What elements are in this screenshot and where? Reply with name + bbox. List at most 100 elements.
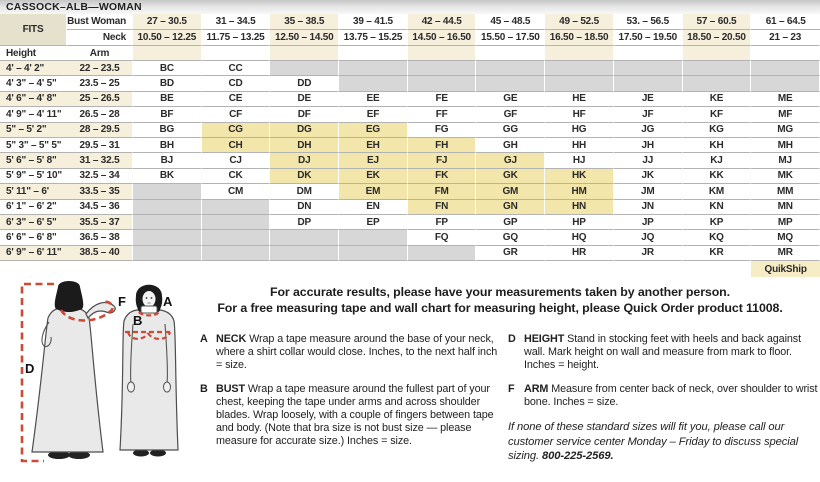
bust-range-header: 45 – 48.5	[476, 14, 546, 30]
size-code-cell: ME	[751, 91, 820, 108]
chart-title: CASSOCK–ALB—WOMAN	[0, 0, 820, 14]
size-code-cell: KN	[682, 199, 752, 215]
phone-number: 800-225-2569.	[542, 450, 614, 462]
note-text: If none of these standard sizes will fit…	[508, 421, 799, 462]
instruction-letter: B	[200, 383, 208, 395]
size-code-cell: MM	[751, 184, 820, 200]
intro-line-1: For accurate results, please have your m…	[270, 285, 730, 299]
instruction-text: Wrap a tape measure around the base of y…	[216, 333, 498, 371]
size-code-cell: MF	[751, 107, 820, 123]
header-spacer-cell	[682, 46, 752, 61]
arm-range-cell: 32.5 – 34	[67, 168, 133, 185]
neck-range-header: 13.75 – 15.25	[339, 30, 408, 46]
size-code-cell: EJ	[339, 153, 408, 169]
unavailable-cell	[407, 61, 477, 77]
instruction-letter: A	[200, 333, 208, 345]
intro-text: For accurate results, please have your m…	[185, 285, 815, 316]
size-code-cell: BD	[133, 76, 202, 92]
unavailable-cell	[201, 245, 271, 262]
size-code-cell: MG	[751, 122, 820, 138]
size-code-cell: CJ	[201, 153, 271, 169]
unavailable-cell	[476, 76, 546, 92]
size-code-cell: MQ	[751, 230, 820, 246]
unavailable-cell	[133, 199, 202, 215]
size-code-cell: MP	[751, 214, 820, 231]
size-code-cell: EK	[339, 168, 408, 185]
size-code-cell: DH	[270, 137, 340, 154]
size-code-cell: JG	[613, 122, 683, 138]
instruction-body: NECK Wrap a tape measure around the base…	[216, 333, 503, 372]
size-code-cell: GG	[476, 122, 546, 138]
sleeve-line	[164, 323, 168, 384]
bent-arm-line	[41, 321, 52, 347]
size-code-cell: HJ	[545, 153, 614, 169]
height-range-cell: 6' 9" – 6' 11"	[0, 245, 67, 262]
size-code-cell: GE	[476, 91, 546, 108]
size-code-cell: BH	[133, 137, 202, 154]
eye	[150, 297, 153, 299]
size-code-cell: JP	[613, 214, 683, 231]
size-code-cell: GQ	[476, 230, 546, 246]
figure-label-f: F	[118, 294, 126, 309]
height-range-cell: 5' 6" – 5' 8"	[0, 153, 67, 169]
unavailable-cell	[407, 245, 477, 262]
size-code-cell: HF	[545, 107, 614, 123]
height-column-label: Height	[0, 46, 67, 61]
unavailable-cell	[682, 61, 752, 77]
unavailable-cell	[201, 214, 271, 231]
instruction-letter: F	[508, 383, 515, 395]
bust-range-header: 42 – 44.5	[407, 14, 477, 30]
bust-range-header: 53. – 56.5	[613, 14, 683, 30]
size-code-cell: JQ	[613, 230, 683, 246]
size-code-cell: FM	[407, 184, 477, 200]
size-code-cell: MN	[751, 199, 820, 215]
size-code-cell: FG	[407, 122, 477, 138]
size-code-cell: KE	[682, 91, 752, 108]
height-range-cell: 4' 9" – 4' 11"	[0, 107, 67, 123]
special-sizing-note: If none of these standard sizes will fit…	[508, 420, 820, 464]
bust-measure-line	[125, 330, 173, 340]
figure-label-d: D	[25, 361, 34, 376]
height-range-cell: 5" 3" – 5" 5"	[0, 138, 67, 154]
size-table: FITS Bust Woman 27 – 30.5 31 – 34.5 35 – 38.…	[0, 14, 820, 278]
size-code-cell: GP	[476, 214, 546, 231]
sleeve-line	[130, 323, 134, 384]
size-code-cell: EE	[339, 91, 408, 108]
height-range-cell: 6' 3" – 6' 5"	[0, 214, 67, 231]
size-code-cell: HN	[545, 199, 614, 215]
size-code-cell: JF	[613, 107, 683, 123]
figure-label-b: B	[133, 313, 142, 328]
header-spacer-cell	[545, 46, 614, 61]
unavailable-cell	[339, 61, 408, 77]
unavailable-cell	[270, 245, 340, 262]
size-code-cell: CH	[201, 137, 271, 154]
size-code-cell: KQ	[682, 230, 752, 246]
neck-range-header: 12.50 – 14.50	[270, 30, 340, 46]
back-view-figure: F	[31, 281, 126, 459]
size-code-cell: DG	[270, 122, 340, 138]
unavailable-cell	[270, 230, 340, 246]
bust-range-header: 57 – 60.5	[682, 14, 752, 30]
unavailable-cell	[545, 61, 614, 77]
size-code-cell: JM	[613, 184, 683, 200]
size-code-cell: HG	[545, 122, 614, 138]
size-code-cell: KH	[682, 137, 752, 154]
unavailable-cell	[682, 76, 752, 92]
size-code-cell: DD	[270, 76, 340, 92]
size-code-cell: FQ	[407, 230, 477, 246]
size-code-cell: BC	[133, 61, 202, 77]
unavailable-cell	[339, 230, 408, 246]
unavailable-cell	[339, 76, 408, 92]
arm-range-cell: 34.5 – 36	[67, 199, 133, 215]
size-code-cell: HE	[545, 91, 614, 108]
unavailable-cell	[751, 76, 820, 92]
size-code-cell: DF	[270, 107, 340, 123]
size-code-cell: KK	[682, 168, 752, 185]
instructions-right-column: D HEIGHT Stand in stocking feet with hee…	[508, 333, 820, 464]
size-code-cell: JK	[613, 168, 683, 185]
size-code-cell: FJ	[407, 153, 477, 169]
unavailable-cell	[201, 199, 271, 215]
bust-woman-label: Bust Woman	[67, 14, 133, 30]
header-spacer-cell	[339, 46, 408, 61]
size-code-cell: GF	[476, 107, 546, 123]
